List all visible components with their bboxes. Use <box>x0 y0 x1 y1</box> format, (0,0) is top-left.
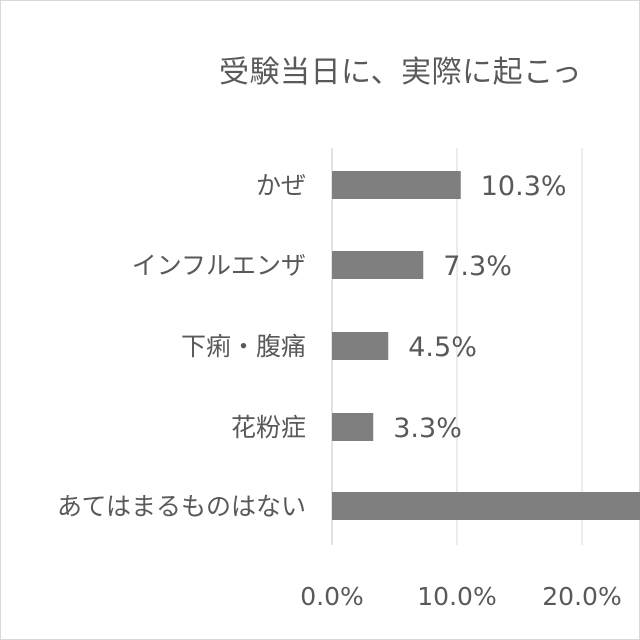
chart-title: 受験当日に、実際に起こっ <box>219 55 582 90</box>
category-label-4: あてはまるものはない <box>57 492 306 521</box>
bar-2 <box>332 332 389 360</box>
bar-3 <box>332 413 374 441</box>
bar-1 <box>332 251 424 279</box>
bar-0 <box>332 171 461 199</box>
data-label-0: 10.3% <box>481 171 567 202</box>
x-tick-label-2: 20.0% <box>542 582 621 611</box>
category-label-1: インフルエンザ <box>132 251 306 280</box>
bar-4 <box>332 492 640 520</box>
category-label-0: かぜ <box>256 171 306 200</box>
data-label-3: 3.3% <box>393 413 462 444</box>
category-label-2: 下痢・腹痛 <box>181 332 306 361</box>
x-tick-label-0: 0.0% <box>300 582 364 611</box>
x-tick-label-1: 10.0% <box>417 582 496 611</box>
data-label-1: 7.3% <box>443 251 512 282</box>
category-label-3: 花粉症 <box>231 413 306 442</box>
data-label-2: 4.5% <box>408 332 477 363</box>
